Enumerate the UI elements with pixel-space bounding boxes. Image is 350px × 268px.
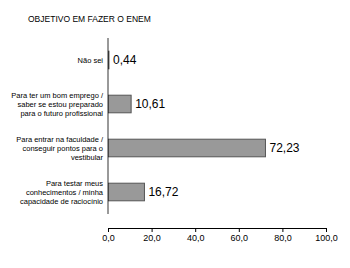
bar bbox=[108, 95, 131, 113]
x-tick-label: 100,0 bbox=[315, 233, 338, 243]
category-label: Não sei bbox=[78, 56, 104, 65]
x-tick-label: 80,0 bbox=[274, 233, 292, 243]
x-tick-mark bbox=[108, 228, 109, 232]
chart-title: OBJETIVO EM FAZER O ENEM bbox=[28, 14, 151, 24]
data-label: 0,44 bbox=[113, 53, 137, 67]
category-label: Para entrar na faculdade /conseguir pont… bbox=[16, 135, 104, 162]
chart-container: OBJETIVO EM FAZER O ENEM 0,44 10,61 72,23 16… bbox=[0, 0, 350, 268]
x-tick-mark bbox=[326, 228, 327, 232]
x-tick: 0,0 bbox=[102, 228, 115, 243]
y-axis-line bbox=[108, 38, 109, 214]
x-tick: 80,0 bbox=[274, 228, 292, 243]
bar bbox=[108, 139, 265, 157]
x-tick-label: 20,0 bbox=[143, 233, 161, 243]
x-tick: 20,0 bbox=[143, 228, 161, 243]
chart-svg: OBJETIVO EM FAZER O ENEM 0,44 10,61 72,23 16… bbox=[0, 0, 350, 268]
x-tick: 40,0 bbox=[187, 228, 205, 243]
data-label: 72,23 bbox=[269, 141, 299, 155]
x-tick-mark bbox=[195, 228, 196, 232]
x-axis: 0,0 20,0 40,0 60,0 80,0 100,0 bbox=[102, 228, 338, 243]
x-tick-label: 60,0 bbox=[231, 233, 249, 243]
category-label: Para ter um bom emprego /saber se estou … bbox=[11, 91, 104, 118]
x-tick-mark bbox=[239, 228, 240, 232]
data-label: 10,61 bbox=[135, 97, 165, 111]
x-tick-mark bbox=[282, 228, 283, 232]
x-tick: 100,0 bbox=[315, 228, 338, 243]
bars bbox=[108, 51, 265, 201]
x-tick-label: 0,0 bbox=[102, 233, 115, 243]
data-label: 16,72 bbox=[148, 185, 178, 199]
x-axis-line bbox=[109, 229, 327, 233]
x-tick-label: 40,0 bbox=[187, 233, 205, 243]
bar bbox=[108, 183, 144, 201]
x-tick-mark bbox=[152, 228, 153, 232]
category-label: Para testar meusconhecimentos / minhacap… bbox=[20, 179, 104, 206]
x-tick: 60,0 bbox=[231, 228, 249, 243]
